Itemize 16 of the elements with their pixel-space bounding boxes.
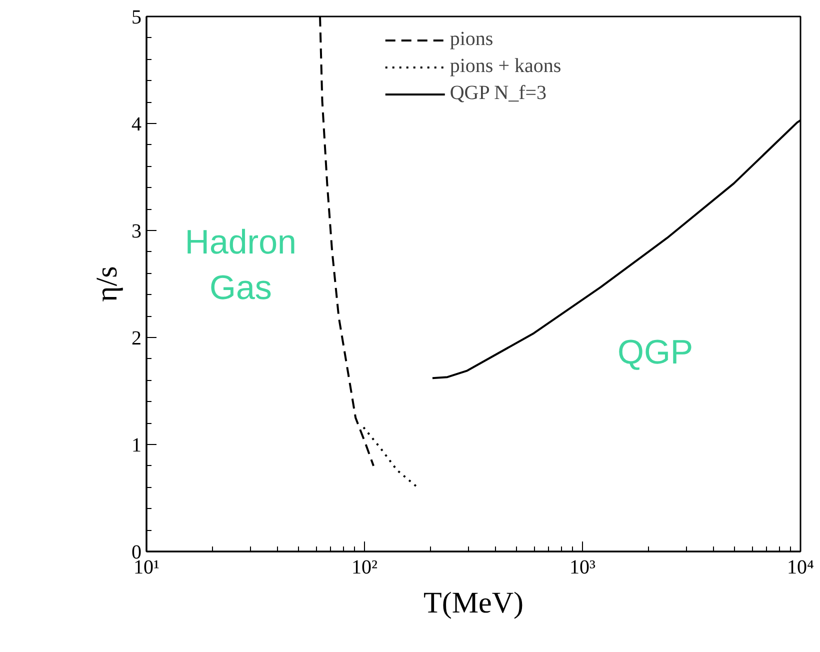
legend-label: QGP N_f=3 [450,82,547,105]
x-tick-label: 10² [352,556,378,578]
annotation: Hadron Gas [184,223,296,308]
legend-label: pions [450,28,494,51]
y-axis-title: η/s [90,266,124,302]
y-tick-label: 5 [132,6,142,28]
x-axis-title: T(MeV) [424,586,524,620]
line-series [362,426,418,488]
y-tick-label: 3 [132,220,142,242]
x-tick-label: 10⁴ [787,556,814,578]
x-tick-label: 10³ [570,556,596,578]
legend-label: pions + kaons [450,55,562,78]
y-tick-label: 1 [132,434,142,456]
y-tick-label: 2 [132,328,142,350]
y-tick-label: 4 [132,114,142,136]
annotation: QGP [618,333,694,372]
